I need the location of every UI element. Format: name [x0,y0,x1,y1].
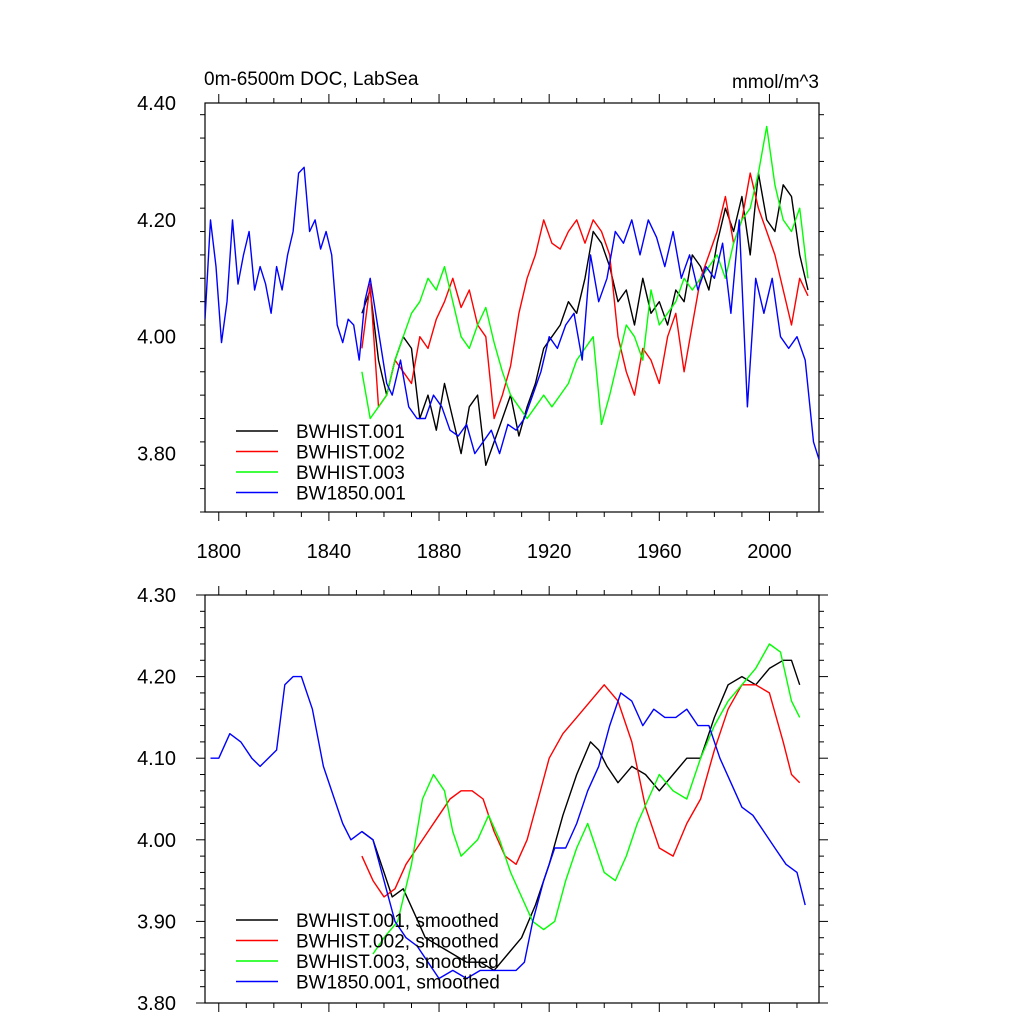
plot-frame [204,594,820,1004]
y-tick-label: 4.20 [137,667,176,689]
legend-label: BW1850.001, smoothed [296,973,500,994]
legend-label: BWHIST.002, smoothed [296,932,499,953]
y-tick-label: 4.20 [137,210,176,232]
series-line-bw1850-001-smoothed [210,675,806,980]
y-tick-label: 3.90 [137,911,176,933]
x-tick-label: 1800 [197,541,242,563]
series-line-bwhist-001-smoothed [361,659,801,972]
y-tick-label: 4.30 [137,585,176,607]
series-line-bwhist-001 [361,172,809,466]
y-tick-label: 4.10 [137,748,176,770]
x-tick-label: 1960 [637,541,682,563]
x-tick-label: 1840 [307,541,352,563]
series-line-bwhist-003 [361,125,809,426]
y-tick-label: 4.00 [137,830,176,852]
legend-label: BWHIST.001, smoothed [296,911,499,932]
top-units: mmol/m^3 [732,72,819,93]
y-tick-label: 4.00 [137,327,176,349]
top-panel: 0m-6500m DOC, LabSea mmol/m^3 4.40 4.20 4.… [137,69,824,563]
legend-label: BWHIST.001 [296,422,405,443]
series-line-bwhist-002-smoothed [361,684,801,898]
legend-label: BW1850.001 [296,484,406,505]
y-tick-label: 3.80 [137,444,176,466]
series-line-bwhist-002 [361,172,809,420]
x-tick-label: 1920 [527,541,572,563]
bottom-panel: 4.30 4.20 4.10 4.00 3.90 3.80 BWHIST.001, smoo… [137,585,828,1015]
series-line-bwhist-003-smoothed [372,643,801,955]
top-title: 0m-6500m DOC, LabSea [204,69,419,90]
legend-label: BWHIST.003, smoothed [296,952,499,973]
legend-label: BWHIST.002 [296,443,405,464]
legend-label: BWHIST.003 [296,463,405,484]
x-tick-label: 2000 [747,541,792,563]
series-line-bw1850-001 [205,166,819,460]
y-tick-label: 3.80 [137,993,176,1015]
x-tick-label: 1880 [417,541,462,563]
y-tick-label: 4.40 [137,93,176,115]
